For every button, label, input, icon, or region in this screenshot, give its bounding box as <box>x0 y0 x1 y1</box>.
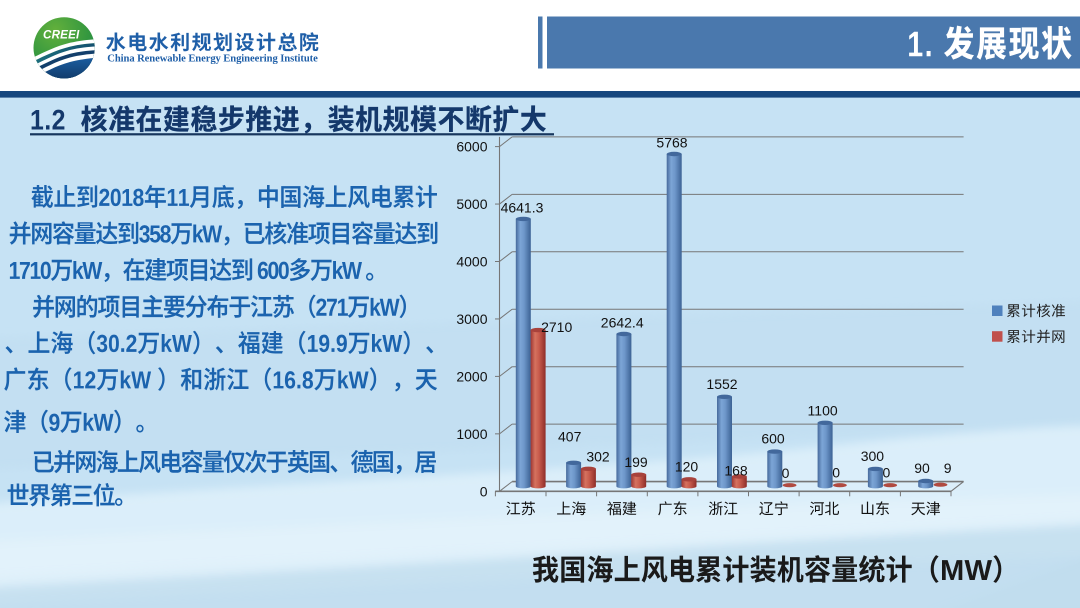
svg-text:300: 300 <box>861 448 885 464</box>
svg-text:168: 168 <box>724 462 748 478</box>
svg-text:4641.3: 4641.3 <box>501 199 544 215</box>
svg-text:CREEI: CREEI <box>43 29 80 42</box>
svg-text:9: 9 <box>944 460 952 476</box>
svg-text:3000: 3000 <box>456 311 487 327</box>
svg-text:600: 600 <box>761 431 785 447</box>
svg-text:0: 0 <box>832 464 840 480</box>
svg-text:2710: 2710 <box>541 319 572 335</box>
svg-text:0: 0 <box>883 464 891 480</box>
svg-text:2642.4: 2642.4 <box>601 315 644 331</box>
svg-text:5768: 5768 <box>656 135 687 151</box>
svg-text:0: 0 <box>782 465 790 481</box>
svg-text:1000: 1000 <box>456 426 487 442</box>
svg-text:China Renewable Energy Enginee: China Renewable Energy Engineering Insti… <box>107 54 318 65</box>
svg-text:5000: 5000 <box>456 196 487 212</box>
svg-text:6000: 6000 <box>456 139 487 155</box>
svg-text:1552: 1552 <box>706 376 737 392</box>
svg-text:2000: 2000 <box>456 368 487 384</box>
svg-text:120: 120 <box>675 458 699 474</box>
svg-text:90: 90 <box>914 460 930 476</box>
svg-text:302: 302 <box>586 448 610 464</box>
svg-text:4000: 4000 <box>456 254 487 270</box>
svg-text:199: 199 <box>624 454 648 470</box>
svg-text:407: 407 <box>558 429 582 445</box>
svg-text:0: 0 <box>480 483 488 499</box>
svg-text:1100: 1100 <box>808 403 838 419</box>
